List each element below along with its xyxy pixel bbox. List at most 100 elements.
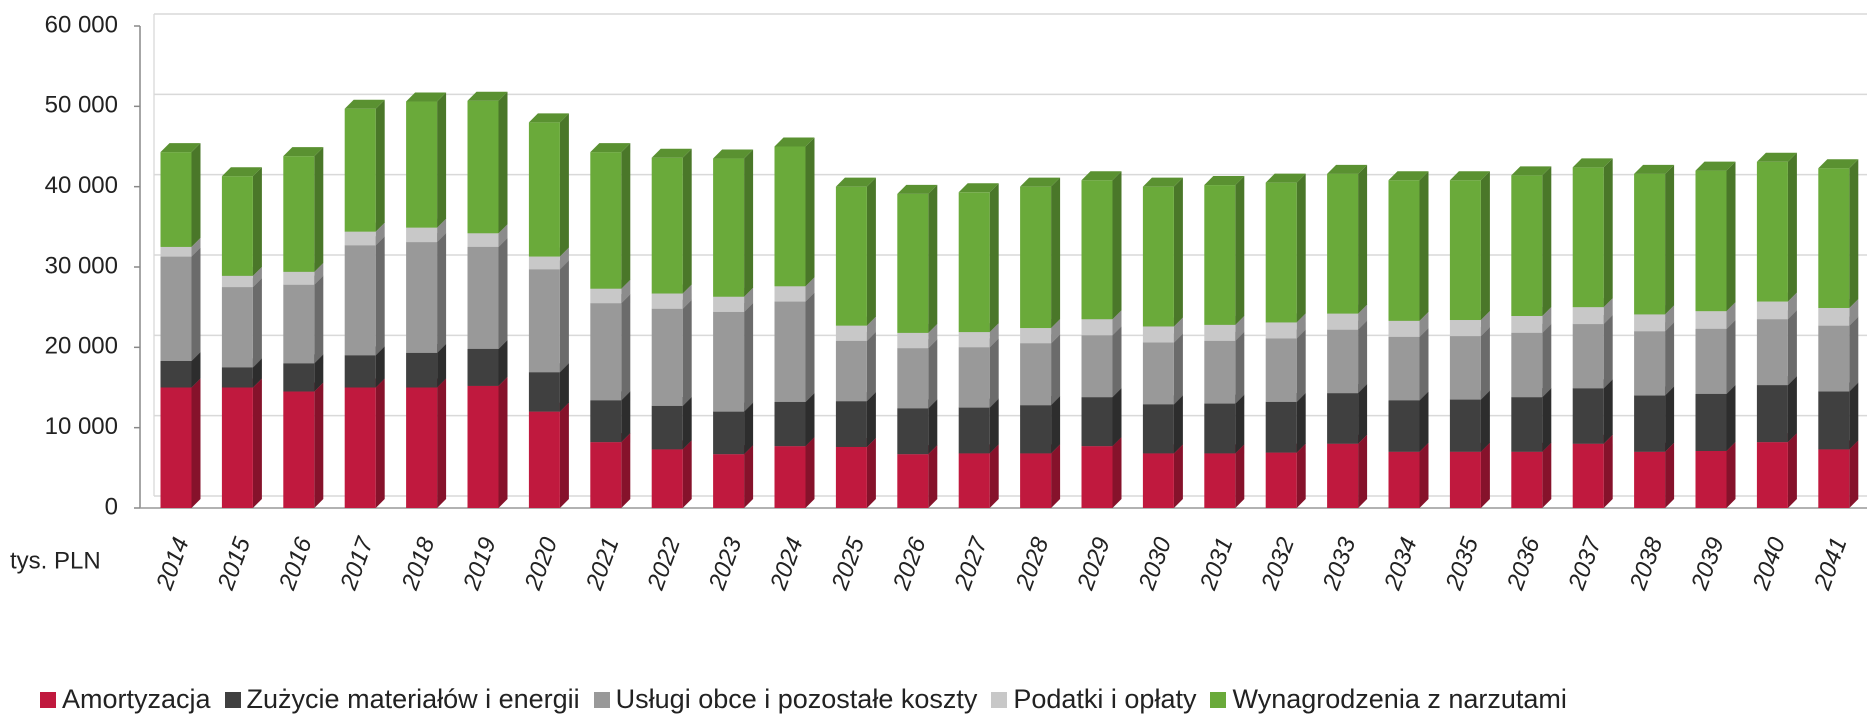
bar-side bbox=[1787, 152, 1797, 302]
y-tick-label: 30 000 bbox=[45, 252, 118, 279]
bar-side bbox=[744, 402, 754, 455]
bar-segment bbox=[1818, 325, 1850, 392]
bar-side bbox=[498, 224, 508, 247]
bar-side bbox=[498, 339, 508, 386]
bar-segment bbox=[1818, 168, 1850, 308]
bar-side bbox=[1358, 304, 1368, 330]
x-tick-label: 2016 bbox=[274, 533, 318, 594]
bar-segment bbox=[1020, 405, 1052, 454]
bar-segment bbox=[651, 405, 683, 450]
bar-segment bbox=[774, 286, 806, 302]
bar-side bbox=[1542, 307, 1552, 333]
bar-segment bbox=[1265, 322, 1297, 339]
bar-segment bbox=[590, 303, 622, 401]
bar-side bbox=[1603, 315, 1613, 389]
bar-side bbox=[621, 391, 631, 443]
bar-top bbox=[1265, 173, 1306, 183]
bar-side bbox=[682, 440, 692, 508]
bar-side bbox=[559, 113, 569, 257]
bar-segment bbox=[1756, 161, 1788, 302]
bar-segment bbox=[958, 407, 990, 454]
x-tick-label: 2022 bbox=[642, 534, 686, 594]
bar-side bbox=[1665, 386, 1675, 452]
bar-top bbox=[1081, 171, 1122, 181]
bar-segment bbox=[1265, 338, 1297, 402]
bar-side bbox=[682, 396, 692, 450]
bar-segment bbox=[528, 372, 560, 412]
bar-side bbox=[1419, 391, 1429, 452]
bar-side bbox=[1235, 315, 1245, 341]
bar-segment bbox=[160, 256, 192, 361]
bar-top bbox=[344, 99, 385, 109]
bar-segment bbox=[1511, 451, 1543, 508]
bar-top bbox=[528, 113, 569, 123]
bar-side bbox=[1542, 323, 1552, 398]
bar-side bbox=[1726, 302, 1736, 329]
bar-side bbox=[805, 437, 815, 508]
bar-side bbox=[866, 177, 876, 326]
bar-side bbox=[191, 237, 201, 257]
bar-side bbox=[1419, 171, 1429, 321]
bar-side bbox=[1726, 319, 1736, 394]
x-tick-label: 2020 bbox=[519, 533, 563, 594]
bar-top bbox=[1388, 171, 1429, 181]
bar-side bbox=[252, 378, 262, 508]
bar-side bbox=[1603, 158, 1613, 308]
bar-segment bbox=[897, 408, 929, 455]
bar-side bbox=[1051, 319, 1061, 344]
bar-side bbox=[928, 323, 938, 349]
bar-side bbox=[989, 323, 999, 348]
bar-top bbox=[1634, 164, 1675, 174]
bar-segment bbox=[467, 385, 499, 508]
bar-segment bbox=[774, 401, 806, 447]
bar-side bbox=[989, 338, 999, 408]
x-tick-label: 2026 bbox=[888, 533, 932, 594]
bar-side bbox=[744, 149, 754, 297]
bar-segment bbox=[1020, 343, 1052, 406]
bar-segment bbox=[1511, 316, 1543, 333]
bar-segment bbox=[1449, 180, 1481, 321]
bar-side bbox=[621, 143, 631, 289]
bar-side bbox=[1480, 311, 1490, 337]
bar-segment bbox=[1818, 307, 1850, 326]
legend-swatch bbox=[991, 691, 1008, 708]
x-tick-label: 2019 bbox=[458, 534, 502, 594]
bar-segment bbox=[1265, 401, 1297, 453]
bar-side bbox=[928, 184, 938, 333]
bar-segment bbox=[283, 363, 315, 392]
bar-segment bbox=[467, 100, 499, 234]
bar-side bbox=[1358, 384, 1368, 444]
bar-side bbox=[928, 339, 938, 409]
bar-segment bbox=[1634, 314, 1666, 332]
x-tick-label: 2033 bbox=[1317, 533, 1361, 594]
y-tick-label: 50 000 bbox=[45, 92, 118, 119]
bar-segment bbox=[283, 156, 315, 272]
bar-segment bbox=[344, 387, 376, 508]
bar-side bbox=[1235, 394, 1245, 454]
bar-top bbox=[1818, 159, 1859, 169]
bar-segment bbox=[897, 332, 929, 349]
bar-side bbox=[1112, 310, 1122, 336]
bar-side bbox=[1296, 392, 1306, 453]
bar-segment bbox=[1204, 340, 1236, 404]
bar-side bbox=[866, 316, 876, 341]
bar-segment bbox=[651, 308, 683, 406]
bar-side bbox=[1235, 176, 1245, 325]
bar-side bbox=[1726, 161, 1736, 312]
bar-segment bbox=[1634, 173, 1666, 315]
x-tick-label: 2036 bbox=[1502, 533, 1546, 594]
bar-side bbox=[191, 247, 201, 361]
bar-side bbox=[375, 346, 385, 388]
x-tick-label: 2034 bbox=[1379, 534, 1423, 594]
bar-side bbox=[1787, 433, 1797, 508]
x-tick-label: 2025 bbox=[826, 533, 870, 594]
bar-segment bbox=[1265, 182, 1297, 323]
bar-segment bbox=[1388, 320, 1420, 337]
bar-side bbox=[314, 147, 324, 272]
bar-side bbox=[252, 278, 262, 368]
bar-side bbox=[1542, 388, 1552, 452]
bar-side bbox=[1849, 316, 1859, 392]
bar-segment bbox=[406, 101, 438, 228]
legend-swatch bbox=[224, 691, 241, 708]
x-tick-label: 2032 bbox=[1256, 534, 1300, 594]
